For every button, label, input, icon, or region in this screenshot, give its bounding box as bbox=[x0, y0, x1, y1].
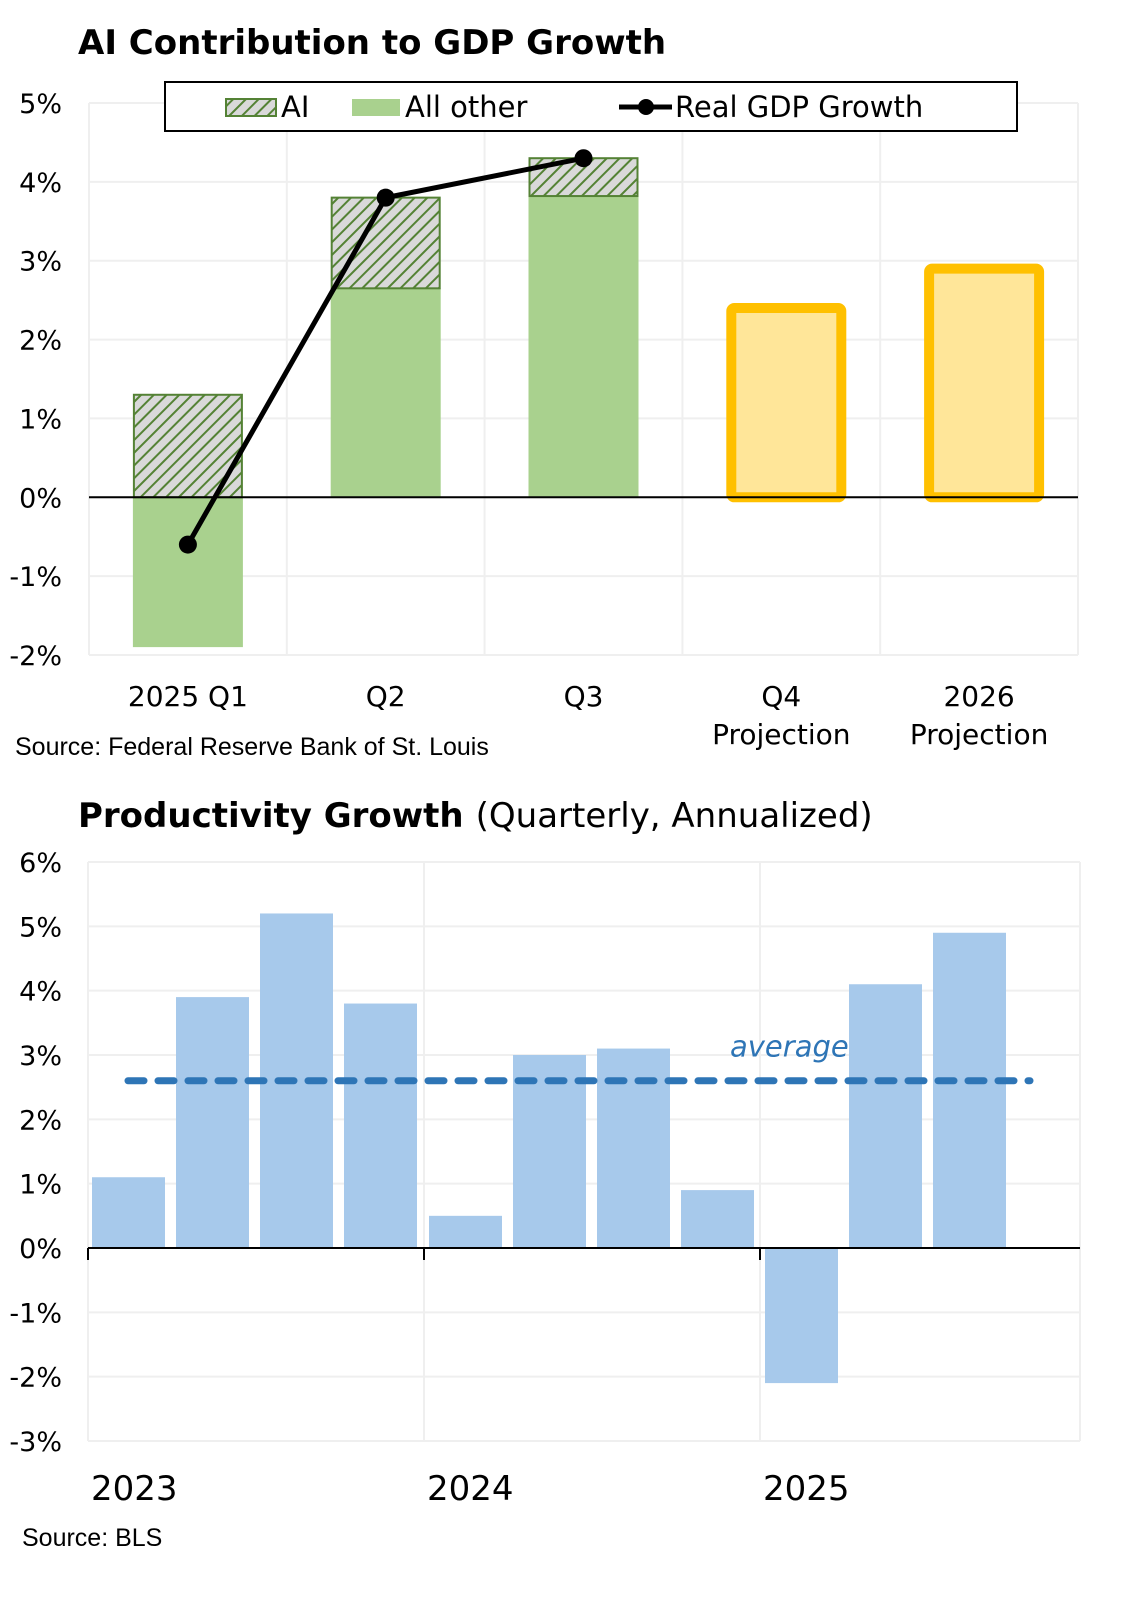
y-tick-label: 3% bbox=[19, 1041, 62, 1072]
y-tick-label: 4% bbox=[19, 977, 62, 1008]
productivity-bar bbox=[429, 1215, 502, 1248]
bar-all-other bbox=[132, 497, 243, 648]
productivity-bars bbox=[87, 913, 1080, 1384]
gdp-point bbox=[574, 149, 593, 168]
legend-other-swatch bbox=[352, 99, 400, 116]
y-tick-label: -2% bbox=[9, 641, 62, 672]
productivity-bar bbox=[344, 1003, 417, 1248]
productivity-x-axis: 2023 2024 2025 bbox=[91, 1469, 850, 1509]
gdp-chart-title: AI Contribution to GDP Growth bbox=[78, 23, 666, 63]
legend-box bbox=[164, 81, 1018, 132]
y-tick-label: -1% bbox=[9, 562, 62, 593]
bar-projection bbox=[726, 303, 847, 503]
legend-ai-swatch bbox=[225, 98, 277, 117]
year-label: 2025 bbox=[763, 1469, 850, 1509]
y-tick-label: 4% bbox=[19, 168, 62, 199]
legend-other-label: All other bbox=[405, 90, 528, 124]
y-tick-label: 2% bbox=[19, 326, 62, 357]
year-label: 2023 bbox=[91, 1469, 178, 1509]
gdp-point bbox=[178, 535, 197, 554]
gdp-point bbox=[376, 188, 395, 207]
y-tick-label: 1% bbox=[19, 1170, 62, 1201]
productivity-y-axis: -3% -2% -1% 0% 1% 2% 3% 4% 5% 6% bbox=[9, 848, 62, 1458]
productivity-chart-title: Productivity Growth (Quarterly, Annualize… bbox=[78, 796, 873, 836]
x-category-label: Q4 bbox=[761, 680, 801, 713]
x-category-label: Projection bbox=[910, 718, 1048, 751]
bar-all-other bbox=[528, 196, 639, 498]
legend-line-marker bbox=[638, 99, 654, 115]
gdp-source: Source: Federal Reserve Bank of St. Loui… bbox=[15, 733, 489, 761]
gdp-line-series bbox=[178, 149, 593, 554]
productivity-bar bbox=[92, 1177, 165, 1248]
y-tick-label: 5% bbox=[19, 912, 62, 943]
productivity-average: average bbox=[124, 1030, 1034, 1085]
y-tick-label: 6% bbox=[19, 848, 62, 879]
gdp-bars bbox=[89, 157, 1078, 648]
x-category-label: Q2 bbox=[366, 680, 406, 713]
y-tick-label: -1% bbox=[9, 1298, 62, 1329]
average-label: average bbox=[730, 1030, 849, 1064]
y-tick-label: 5% bbox=[19, 89, 62, 120]
y-tick-label: 1% bbox=[19, 404, 62, 435]
gdp-y-axis: -2% -1% 0% 1% 2% 3% 4% 5% bbox=[9, 89, 62, 672]
bar-projection bbox=[924, 263, 1045, 503]
bar-ai bbox=[330, 196, 441, 290]
x-category-label: 2026 bbox=[943, 680, 1014, 713]
x-category-label: Projection bbox=[712, 718, 850, 751]
y-tick-label: 0% bbox=[19, 483, 62, 514]
productivity-title-main: Productivity Growth bbox=[78, 796, 464, 836]
productivity-source: Source: BLS bbox=[22, 1524, 162, 1552]
year-label: 2024 bbox=[427, 1469, 514, 1509]
productivity-title-sub: (Quarterly, Annualized) bbox=[476, 796, 873, 836]
gdp-x-axis: 2025 Q1 Q2 Q3 Q4 Projection 2026 Projection bbox=[128, 680, 1048, 751]
y-tick-label: 3% bbox=[19, 247, 62, 278]
legend-gdp-label: Real GDP Growth bbox=[675, 90, 923, 124]
y-tick-label: -2% bbox=[9, 1363, 62, 1394]
productivity-bar bbox=[176, 997, 249, 1248]
y-tick-label: 0% bbox=[19, 1234, 62, 1265]
x-category-label: 2025 Q1 bbox=[128, 680, 248, 713]
productivity-bar bbox=[933, 932, 1006, 1248]
y-tick-label: 2% bbox=[19, 1105, 62, 1136]
productivity-bar bbox=[849, 984, 922, 1248]
legend-ai-label: AI bbox=[281, 90, 309, 124]
y-tick-label: -3% bbox=[9, 1427, 62, 1458]
productivity-bar bbox=[765, 1248, 838, 1384]
gdp-legend: AI All other Real GDP Growth bbox=[164, 81, 1018, 132]
productivity-bar bbox=[513, 1055, 586, 1248]
x-category-label: Q3 bbox=[564, 680, 604, 713]
productivity-bar bbox=[681, 1190, 754, 1248]
bar-all-other bbox=[330, 288, 441, 498]
